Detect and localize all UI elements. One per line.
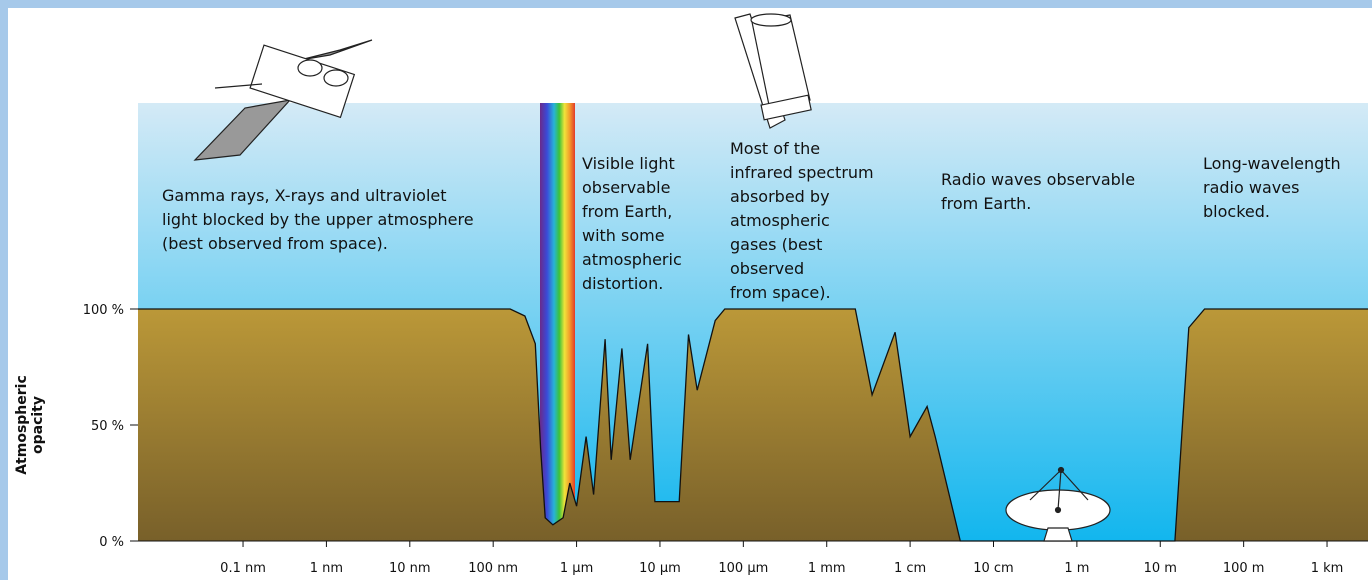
y-axis-label: opacity — [30, 396, 46, 454]
annotation-line: infrared spectrum — [730, 163, 874, 182]
annotation-line: Radio waves observable — [941, 170, 1135, 189]
x-tick-label: 10 cm — [973, 561, 1014, 576]
x-tick-label: 1 cm — [894, 561, 926, 576]
x-tick-label: 1 km — [1311, 561, 1344, 576]
x-tick-label: 10 µm — [639, 561, 681, 576]
annotation-line: blocked. — [1203, 202, 1270, 221]
annotation-line: gases (best — [730, 235, 822, 254]
annotation-line: atmospheric — [582, 250, 682, 269]
annotation-line: with some — [582, 226, 665, 245]
x-tick-label: 100 nm — [468, 561, 518, 576]
annotation-line: (best observed from space). — [162, 234, 388, 253]
x-tick-label: 100 m — [1223, 561, 1265, 576]
y-axis-label: Atmospheric — [14, 375, 30, 475]
y-tick-label: 50 % — [91, 419, 124, 434]
x-tick-label: 1 mm — [808, 561, 846, 576]
x-tick-label: 1 m — [1064, 561, 1089, 576]
x-tick-label: 10 m — [1144, 561, 1177, 576]
annotation-line: Gamma rays, X-rays and ultraviolet — [162, 186, 447, 205]
x-tick-label: 100 µm — [718, 561, 768, 576]
x-tick-label: 0.1 nm — [220, 561, 266, 576]
y-tick-label: 100 % — [83, 303, 124, 318]
annotation-line: atmospheric — [730, 211, 830, 230]
annotation-line: observed — [730, 259, 804, 278]
annotation-line: from Earth. — [941, 194, 1031, 213]
y-tick-label: 0 % — [99, 535, 124, 550]
annotation-line: Most of the — [730, 139, 820, 158]
annotation-line: distortion. — [582, 274, 663, 293]
x-tick-label: 1 nm — [310, 561, 343, 576]
annotation-line: from Earth, — [582, 202, 672, 221]
visible-spectrum — [540, 103, 575, 541]
annotation-line: Visible light — [582, 154, 675, 173]
annotation-line: from space). — [730, 283, 831, 302]
x-tick-label: 1 µm — [560, 561, 593, 576]
chart: 0.1 nm 1 nm 10 nm 100 nm 1 µm 10 µm 100 µm 1 mm… — [0, 0, 1372, 580]
annotation-line: light blocked by the upper atmosphere — [162, 210, 474, 229]
x-tick-label: 10 nm — [389, 561, 431, 576]
annotation-line: radio waves — [1203, 178, 1299, 197]
annotation-line: absorbed by — [730, 187, 830, 206]
annotation-line: observable — [582, 178, 670, 197]
annotation-line: Long-wavelength — [1203, 154, 1341, 173]
